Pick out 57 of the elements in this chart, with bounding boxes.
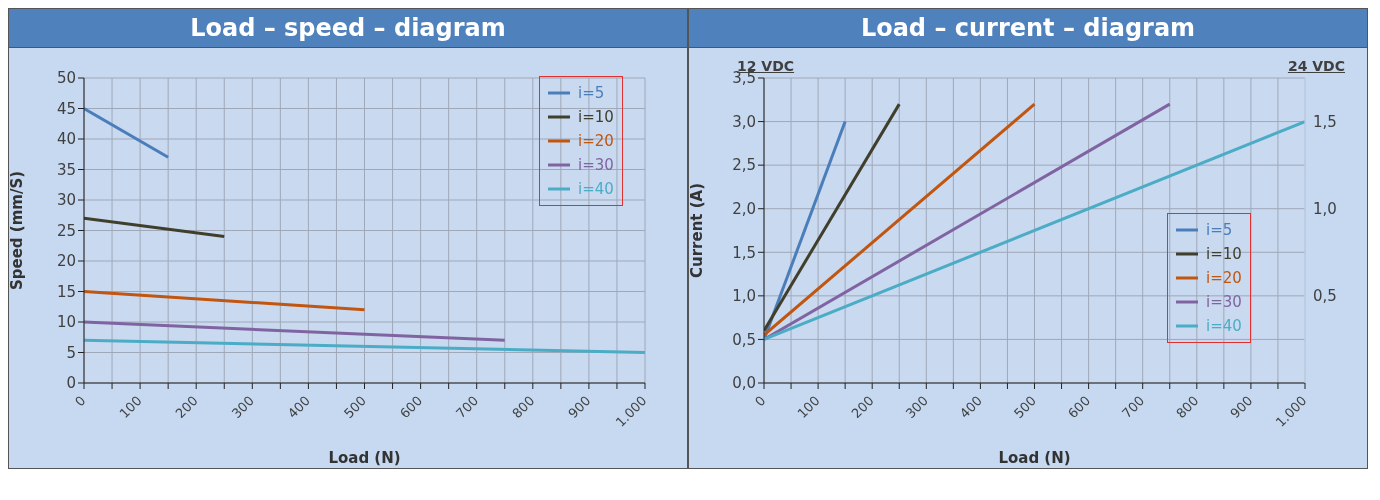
x-tick-label: 800 (1173, 392, 1202, 422)
legend-label: i=30 (578, 155, 614, 176)
x-tick-label: 400 (284, 392, 313, 422)
x-tick-label: 900 (1227, 392, 1256, 422)
x-tick-label: 700 (453, 392, 482, 422)
y2-tick-label: 1,0 (1313, 200, 1337, 219)
x-tick-label: 100 (116, 392, 145, 422)
x-tick-label: 300 (228, 392, 257, 422)
x-tick-label: 800 (509, 392, 538, 422)
legend-label: i=30 (1206, 292, 1242, 313)
y-tick-label: 0,0 (732, 374, 756, 393)
y-axis-title: Speed (mm/S) (8, 170, 27, 291)
legend-label: i=10 (1206, 244, 1242, 265)
x-tick-label: 0 (752, 392, 769, 410)
x-tick-label: 200 (848, 392, 877, 422)
text: 24 VDC (1287, 58, 1345, 74)
y-tick-label: 40 (56, 130, 76, 149)
y-tick-label: 2,0 (732, 200, 756, 219)
y-tick-label: 50 (56, 69, 76, 88)
y-tick-label: 15 (56, 282, 76, 301)
y-tick-label: 10 (56, 313, 76, 332)
legend-label: i=10 (578, 107, 614, 128)
y-tick-label: 25 (56, 221, 76, 240)
x-tick-label: 400 (956, 392, 985, 422)
chart-title: Load – speed – diagram (9, 9, 687, 48)
y-tick-label: 30 (56, 191, 76, 210)
x-tick-label: 300 (902, 392, 931, 422)
y-tick-label: 45 (56, 99, 76, 118)
legend-label: i=20 (1206, 268, 1242, 289)
legend-label: i=5 (578, 83, 605, 104)
x-axis-title: Load (N) (328, 449, 401, 467)
y-tick-label: 3,0 (732, 112, 756, 131)
legend-label: i=40 (1206, 316, 1242, 337)
legend-label: i=5 (1206, 220, 1233, 241)
y-tick-label: 35 (56, 160, 76, 179)
y-tick-label: 5 (66, 343, 76, 362)
x-tick-label: 600 (1065, 392, 1094, 422)
x-tick-label: 900 (565, 392, 594, 422)
x-tick-label: 500 (340, 392, 370, 422)
chart-title: Load – current – diagram (689, 9, 1367, 48)
x-tick-label: 100 (794, 392, 823, 422)
y2-tick-label: 0,5 (1313, 287, 1337, 306)
x-tick-label: 500 (1010, 392, 1040, 422)
y-axis-title: Current (A) (688, 182, 707, 279)
y-tick-label: 1,5 (732, 243, 756, 262)
x-tick-label: 200 (172, 392, 201, 422)
legend-label: i=20 (578, 131, 614, 152)
x-axis-title: Load (N) (998, 449, 1071, 467)
x-tick-label: 600 (397, 392, 426, 422)
y2-tick-label: 1,5 (1313, 112, 1337, 131)
y-tick-label: 1,0 (732, 287, 756, 306)
y-tick-label: 20 (56, 252, 76, 271)
y-tick-label: 0 (66, 374, 76, 393)
legend-label: i=40 (578, 179, 614, 200)
y-tick-label: 2,5 (732, 156, 756, 175)
x-tick-label: 700 (1119, 392, 1148, 422)
y-tick-label: 0,5 (732, 330, 756, 349)
